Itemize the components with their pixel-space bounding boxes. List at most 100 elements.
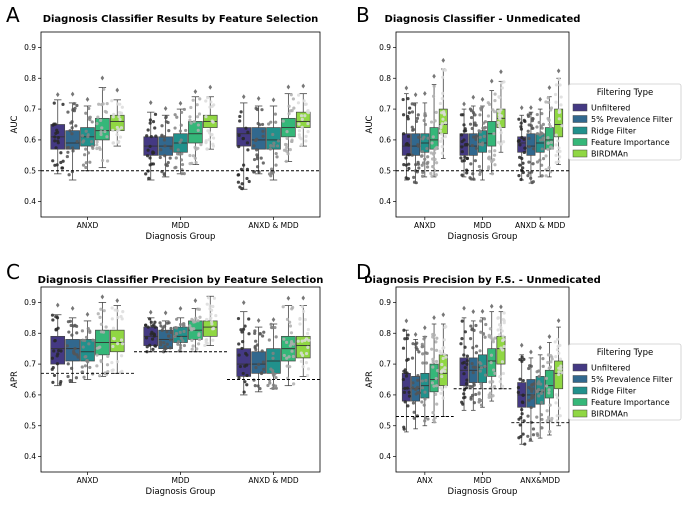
box-unfiltered — [401, 318, 412, 433]
data-point — [469, 162, 473, 166]
data-point — [87, 116, 91, 120]
data-point — [148, 118, 153, 122]
data-point — [502, 311, 506, 315]
data-point — [516, 385, 521, 390]
outlier-marker — [556, 68, 561, 74]
data-point — [168, 338, 173, 342]
data-point — [97, 346, 101, 350]
data-point — [486, 114, 491, 118]
data-point — [473, 113, 477, 117]
data-point — [300, 117, 304, 121]
data-point — [474, 392, 478, 397]
box-birdman — [109, 87, 125, 147]
data-point — [529, 176, 533, 180]
data-point — [546, 353, 551, 357]
x-tick-label: MDD — [473, 221, 491, 230]
data-point — [300, 339, 304, 343]
data-point — [66, 320, 71, 324]
data-point — [173, 113, 177, 117]
data-point — [240, 182, 244, 186]
y-tick-label: 0.7 — [379, 105, 391, 114]
box-5-prevalence-filter — [158, 310, 173, 354]
data-point — [254, 347, 258, 352]
panel-c: C Diagnosis Classifier Precision by Featu… — [6, 260, 323, 497]
data-point — [111, 344, 115, 349]
data-point — [273, 325, 277, 330]
box-feature-importance — [544, 334, 554, 436]
box-ridge-filter — [477, 308, 488, 408]
data-point — [111, 115, 115, 119]
data-point — [241, 340, 245, 344]
data-point — [182, 172, 186, 176]
data-point — [144, 336, 149, 340]
data-point — [432, 384, 436, 388]
data-point — [51, 380, 55, 385]
data-point — [557, 159, 561, 164]
data-point — [115, 360, 120, 364]
data-point — [245, 167, 250, 172]
data-point — [288, 344, 292, 348]
data-point — [273, 372, 277, 376]
data-point — [519, 121, 523, 125]
data-point — [546, 96, 550, 100]
legend-swatch — [572, 398, 588, 406]
data-point — [535, 415, 539, 419]
data-point — [411, 401, 416, 405]
box-unfiltered — [236, 300, 252, 396]
data-point — [261, 161, 265, 165]
data-point — [433, 157, 437, 161]
data-point — [178, 129, 183, 133]
data-point — [59, 160, 63, 165]
data-point — [97, 102, 101, 106]
data-point — [204, 115, 208, 119]
data-point — [166, 160, 170, 165]
data-point — [517, 138, 521, 143]
data-point — [214, 313, 218, 318]
data-point — [430, 141, 434, 145]
box-birdman — [295, 83, 311, 147]
data-point — [72, 102, 76, 106]
data-point — [169, 146, 173, 150]
data-point — [288, 109, 293, 113]
data-point — [194, 160, 198, 165]
data-point — [405, 386, 409, 390]
data-point — [71, 149, 75, 153]
data-point — [440, 151, 445, 155]
data-point — [304, 134, 308, 139]
data-point — [412, 410, 416, 414]
data-point — [500, 384, 505, 388]
data-point — [111, 326, 116, 330]
data-point — [303, 114, 307, 118]
data-point — [443, 369, 447, 373]
data-point — [149, 134, 153, 139]
data-point — [501, 371, 506, 376]
data-point — [522, 150, 526, 155]
data-point — [477, 129, 481, 133]
data-point — [530, 170, 534, 174]
data-point — [254, 106, 258, 110]
box-iqr — [496, 335, 506, 365]
data-point — [73, 346, 77, 351]
data-point — [472, 381, 476, 385]
data-point — [205, 147, 209, 151]
data-point — [206, 296, 211, 300]
data-point — [246, 130, 250, 134]
data-point — [460, 150, 464, 154]
data-point — [549, 106, 554, 110]
data-point — [431, 411, 435, 415]
data-point — [477, 164, 481, 169]
data-point — [468, 122, 473, 126]
x-axis-label: Diagnosis Group — [146, 232, 216, 242]
data-point — [414, 119, 419, 123]
data-point — [260, 334, 265, 338]
x-axis-label: Diagnosis Group — [146, 487, 216, 497]
data-point — [212, 296, 217, 300]
data-point — [303, 338, 307, 342]
data-point — [174, 156, 178, 160]
data-point — [247, 317, 251, 321]
outlier-marker — [423, 325, 427, 331]
data-point — [465, 362, 469, 366]
data-point — [440, 362, 444, 367]
data-point — [406, 114, 410, 119]
data-point — [285, 136, 289, 140]
